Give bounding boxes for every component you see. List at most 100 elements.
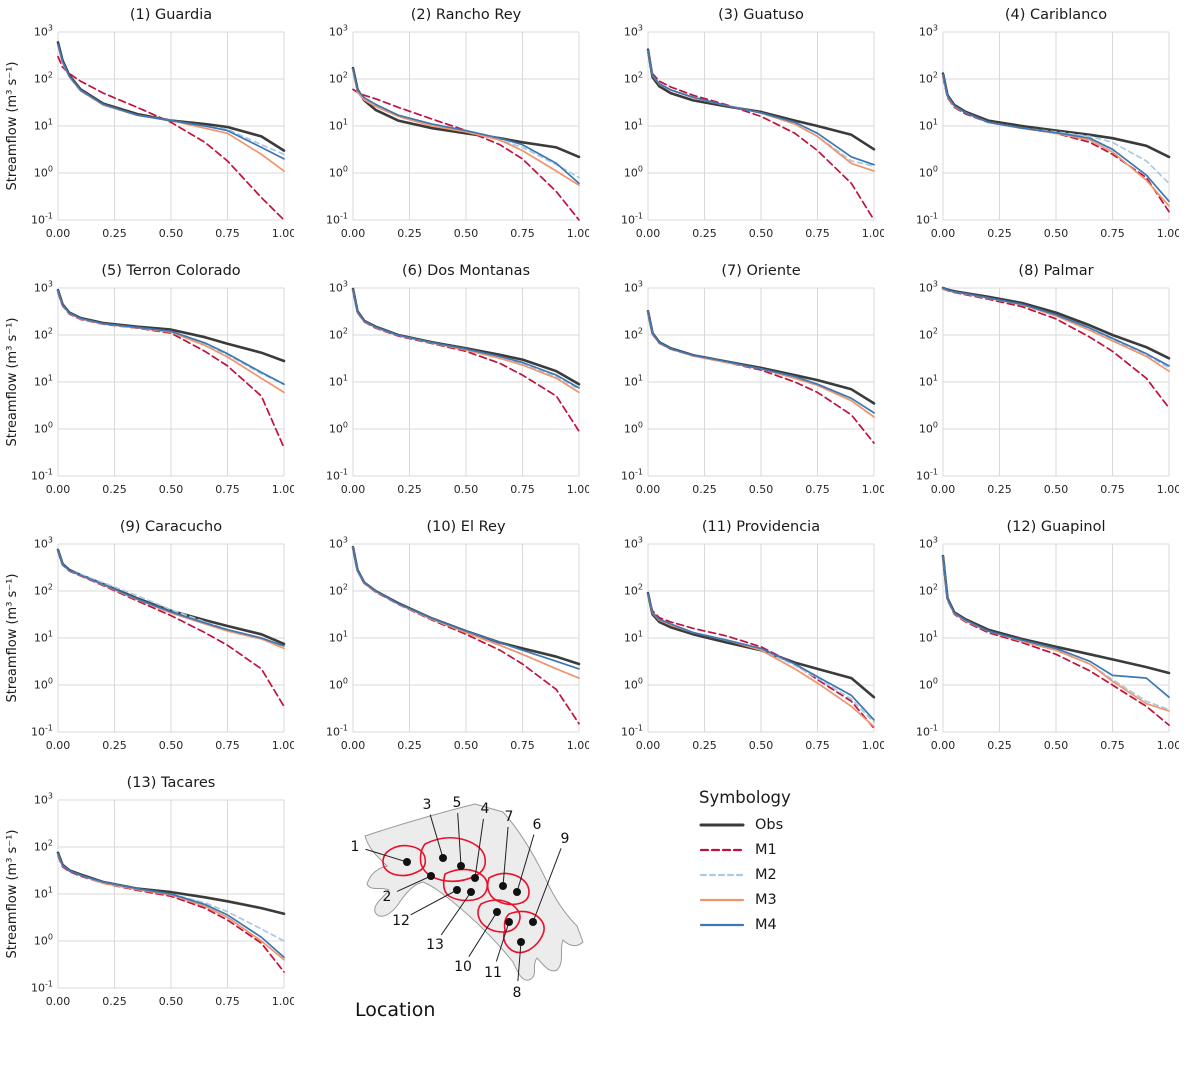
y-tick-label: 101 <box>624 118 643 133</box>
x-tick-label: 0.25 <box>102 739 127 752</box>
y-tick-label: 10-1 <box>621 468 643 483</box>
y-tick-label: 10-1 <box>31 980 53 995</box>
x-tick-label: 0.00 <box>636 483 661 496</box>
panel-title: (6) Dos Montanas <box>402 263 530 279</box>
panel-title: (13) Tacares <box>127 775 216 791</box>
y-tick-label: 10-1 <box>916 212 938 227</box>
y-tick-label: 100 <box>919 421 938 436</box>
fdc-chart: (4) Cariblanco 0.00 0.25 0.50 0.75 1.00 103 102… <box>916 7 1179 240</box>
x-tick-label: 0.25 <box>692 227 717 240</box>
y-tick-label: 101 <box>919 374 938 389</box>
x-tick-label: 0.75 <box>805 739 830 752</box>
y-tick-label: 10-1 <box>326 724 348 739</box>
legend-entry-M2: M2 <box>699 867 791 883</box>
panel-title: (7) Oriente <box>721 263 800 279</box>
x-tick-label: 0.75 <box>1100 227 1125 240</box>
x-tick-label: 0.25 <box>987 739 1012 752</box>
panel-title: (3) Guatuso <box>718 7 804 23</box>
x-tick-label: 0.75 <box>215 483 240 496</box>
series-Obs <box>646 591 876 699</box>
fdc-panel-8: (8) Palmar 0.00 0.25 0.50 0.75 1.00 103 102 101 1… <box>889 260 1184 506</box>
fdc-panel-5: (5) Terron Colorado 0.00 0.25 0.50 0.75 1.00 1… <box>4 260 299 506</box>
series-M4 <box>57 289 285 386</box>
panel-title: (10) El Rey <box>426 519 506 535</box>
x-tick-label: 1.00 <box>272 739 294 752</box>
x-tick-label: 1.00 <box>272 483 294 496</box>
y-tick-label: 10-1 <box>916 468 938 483</box>
fdc-chart: (11) Providencia 0.00 0.25 0.50 0.75 1.00 103 1… <box>621 519 884 752</box>
location-map: 1 2 3 5 4 7 6 9 12 13 10 11 8 Location <box>325 774 655 1030</box>
panel-title: (9) Caracucho <box>120 519 222 535</box>
x-tick-label: 0.00 <box>46 483 71 496</box>
x-tick-label: 0.50 <box>1044 739 1069 752</box>
x-tick-label: 0.00 <box>931 227 956 240</box>
legend: Symbology Obs M1 M2 M3 M4 <box>699 788 791 942</box>
y-tick-label: 101 <box>34 886 53 901</box>
x-tick-label: 1.00 <box>567 483 589 496</box>
fdc-chart: (6) Dos Montanas 0.00 0.25 0.50 0.75 1.00 103 1… <box>326 263 589 496</box>
panel-title: (5) Terron Colorado <box>101 263 240 279</box>
station-number-9: 9 <box>561 831 570 847</box>
y-tick-label: 102 <box>624 583 643 598</box>
x-tick-label: 0.00 <box>341 227 366 240</box>
legend-entry-M4: M4 <box>699 917 791 933</box>
y-tick-label: 100 <box>919 677 938 692</box>
fdc-chart: (8) Palmar 0.00 0.25 0.50 0.75 1.00 103 102 101 1… <box>916 263 1179 496</box>
series-M1 <box>647 594 875 730</box>
map-location-label: Location <box>355 999 435 1021</box>
y-tick-label: 103 <box>34 280 53 295</box>
x-tick-label: 1.00 <box>1157 739 1179 752</box>
x-tick-label: 0.25 <box>987 483 1012 496</box>
station-dot-4 <box>471 874 479 882</box>
y-tick-label: 102 <box>329 71 348 86</box>
station-number-8: 8 <box>513 985 522 1001</box>
y-tick-label: 100 <box>624 421 643 436</box>
y-tick-label: 102 <box>919 327 938 342</box>
x-tick-label: 1.00 <box>862 227 884 240</box>
y-tick-label: 100 <box>624 677 643 692</box>
station-number-5: 5 <box>453 795 462 811</box>
station-dot-12 <box>453 886 461 894</box>
y-axis-label: Streamflow (m³ s⁻¹) <box>5 830 20 959</box>
series-M1 <box>57 550 285 708</box>
y-tick-label: 101 <box>34 374 53 389</box>
y-tick-label: 100 <box>34 677 53 692</box>
y-tick-label: 10-1 <box>31 468 53 483</box>
x-tick-label: 1.00 <box>567 227 589 240</box>
x-tick-label: 0.50 <box>454 739 479 752</box>
fdc-panel-2: (2) Rancho Rey 0.00 0.25 0.50 0.75 1.00 103 102… <box>299 4 594 250</box>
legend-entries: Obs M1 M2 M3 M4 <box>699 817 791 933</box>
fdc-chart: (3) Guatuso 0.00 0.25 0.50 0.75 1.00 103 102 101… <box>621 7 884 240</box>
y-tick-label: 103 <box>329 280 348 295</box>
station-number-11: 11 <box>484 965 502 981</box>
series-M4 <box>647 49 875 166</box>
y-tick-label: 100 <box>329 421 348 436</box>
station-dot-10 <box>493 908 501 916</box>
y-tick-label: 101 <box>34 630 53 645</box>
series-M4 <box>942 555 1170 699</box>
x-tick-label: 0.00 <box>341 483 366 496</box>
station-number-12: 12 <box>392 913 410 929</box>
x-tick-label: 0.50 <box>749 483 774 496</box>
station-dot-5 <box>457 862 465 870</box>
station-dot-11 <box>505 918 513 926</box>
y-tick-label: 102 <box>34 327 53 342</box>
x-tick-label: 0.75 <box>1100 483 1125 496</box>
station-number-2: 2 <box>383 889 392 905</box>
series-M4 <box>57 852 285 959</box>
y-tick-label: 10-1 <box>31 212 53 227</box>
x-tick-label: 0.00 <box>341 739 366 752</box>
fdc-panel-9: (9) Caracucho 0.00 0.25 0.50 0.75 1.00 103 102 1… <box>4 516 299 762</box>
y-tick-label: 103 <box>34 792 53 807</box>
panel-title: (1) Guardia <box>130 7 212 23</box>
x-tick-label: 0.75 <box>510 739 535 752</box>
fdc-panel-6: (6) Dos Montanas 0.00 0.25 0.50 0.75 1.00 103 1… <box>299 260 594 506</box>
y-tick-label: 102 <box>624 71 643 86</box>
x-tick-label: 0.25 <box>692 739 717 752</box>
fdc-panel-1: (1) Guardia 0.00 0.25 0.50 0.75 1.00 103 102 101… <box>4 4 299 250</box>
station-dot-6 <box>513 888 521 896</box>
x-tick-label: 0.25 <box>397 739 422 752</box>
y-tick-label: 101 <box>329 118 348 133</box>
